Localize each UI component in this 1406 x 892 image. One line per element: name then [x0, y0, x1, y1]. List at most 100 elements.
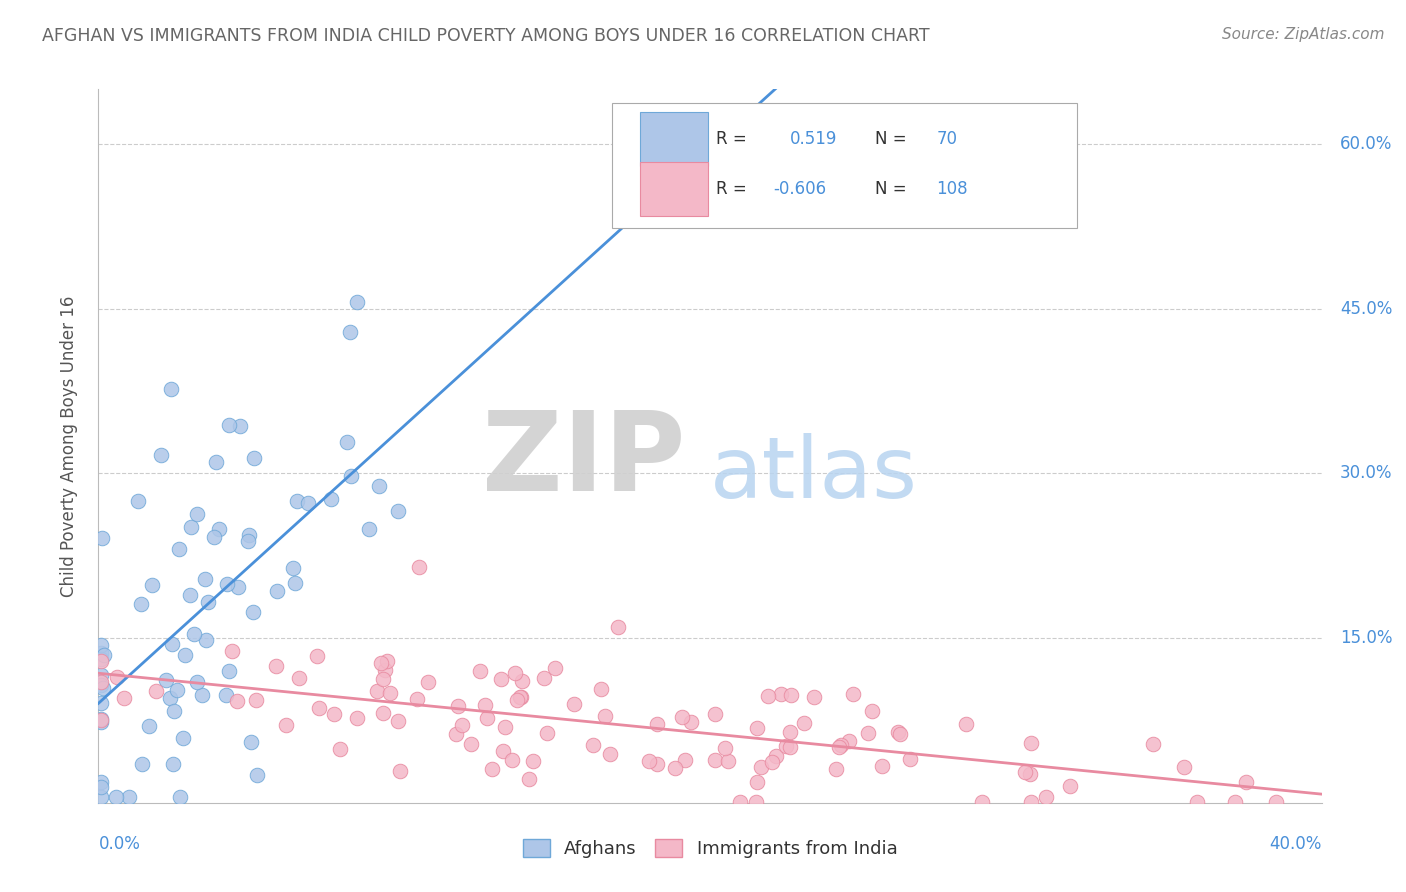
Text: 70: 70 — [936, 130, 957, 148]
Text: R =: R = — [716, 180, 752, 198]
Point — [780, 688, 803, 702]
Point — [387, 504, 409, 518]
Point — [533, 671, 555, 685]
FancyBboxPatch shape — [640, 112, 707, 166]
Point — [287, 671, 309, 685]
Text: ZIP: ZIP — [482, 407, 686, 514]
Point — [183, 626, 205, 640]
Point — [155, 673, 177, 687]
Point — [166, 683, 188, 698]
Point — [129, 597, 152, 611]
Point — [90, 780, 112, 795]
Point — [264, 659, 287, 673]
Point — [645, 757, 668, 772]
Point — [131, 757, 153, 772]
Y-axis label: Child Poverty Among Boys Under 16: Child Poverty Among Boys Under 16 — [59, 295, 77, 597]
Point — [509, 690, 531, 704]
Point — [838, 734, 860, 748]
Point — [90, 652, 112, 666]
Point — [593, 709, 616, 723]
Point — [1019, 736, 1042, 750]
Point — [489, 673, 512, 687]
Point — [536, 726, 558, 740]
Point — [90, 638, 112, 652]
Point — [138, 718, 160, 732]
Point — [90, 667, 112, 681]
Point — [775, 739, 797, 754]
Point — [770, 687, 793, 701]
Point — [190, 688, 212, 702]
Text: 0.519: 0.519 — [790, 130, 837, 148]
Point — [955, 716, 977, 731]
Point — [793, 715, 815, 730]
Point — [159, 383, 181, 397]
Point — [226, 581, 249, 595]
Point — [274, 717, 297, 731]
Point — [745, 721, 768, 735]
Point — [221, 643, 243, 657]
Point — [638, 754, 661, 768]
Text: 15.0%: 15.0% — [1340, 629, 1392, 647]
Point — [307, 648, 329, 663]
Point — [728, 795, 751, 809]
Point — [972, 795, 994, 809]
Point — [90, 775, 112, 789]
Point — [374, 663, 396, 677]
Point — [90, 696, 112, 710]
Point — [112, 691, 135, 706]
Point — [418, 675, 440, 690]
Point — [359, 522, 381, 536]
Point — [870, 758, 893, 772]
Point — [90, 678, 112, 692]
Point — [758, 689, 780, 703]
Point — [217, 577, 239, 591]
Point — [375, 654, 398, 668]
Point — [779, 724, 801, 739]
Point — [503, 665, 526, 680]
Point — [1142, 737, 1164, 751]
Text: 30.0%: 30.0% — [1340, 465, 1392, 483]
Point — [1173, 760, 1195, 774]
Point — [245, 693, 267, 707]
Point — [679, 715, 702, 730]
Point — [284, 576, 307, 591]
Point — [599, 747, 621, 761]
Point — [246, 768, 269, 782]
Point — [162, 637, 184, 651]
Legend: Afghans, Immigrants from India: Afghans, Immigrants from India — [516, 831, 904, 865]
Point — [346, 295, 368, 310]
Text: 45.0%: 45.0% — [1340, 300, 1392, 318]
Point — [645, 716, 668, 731]
Point — [145, 684, 167, 698]
Point — [339, 325, 361, 339]
Point — [163, 704, 186, 718]
Text: N =: N = — [875, 130, 912, 148]
Point — [704, 707, 727, 722]
Point — [749, 760, 772, 774]
Point — [197, 595, 219, 609]
Point — [475, 710, 498, 724]
Text: 0.0%: 0.0% — [98, 835, 141, 853]
Point — [460, 737, 482, 751]
Point — [779, 739, 801, 754]
Point — [510, 690, 533, 705]
Point — [371, 706, 394, 720]
Point — [408, 560, 430, 574]
Point — [346, 710, 368, 724]
Point — [205, 455, 228, 469]
Point — [105, 670, 128, 684]
Point — [323, 706, 346, 721]
Point — [562, 697, 585, 711]
Point — [215, 688, 238, 702]
Point — [218, 418, 240, 433]
Point — [856, 726, 879, 740]
Point — [225, 694, 247, 708]
Point — [194, 632, 217, 647]
Point — [240, 735, 263, 749]
Point — [104, 790, 127, 805]
Point — [186, 507, 208, 521]
Point — [90, 790, 112, 805]
Point — [218, 664, 240, 678]
Point — [90, 714, 112, 729]
Point — [505, 692, 527, 706]
